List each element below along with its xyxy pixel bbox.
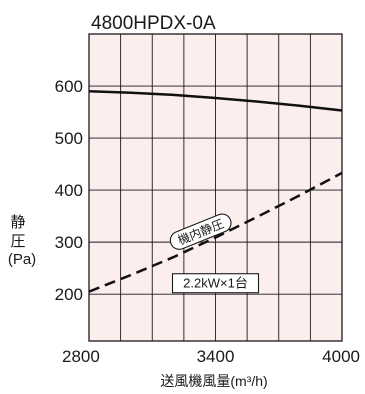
- chart-title: 4800HPDX-0A: [91, 13, 216, 34]
- tick-labels: 200 300 400 500 600 2800 3400 4000: [55, 77, 360, 366]
- static-pressure-dashed-line: [88, 171, 343, 293]
- y-tick-label: 200: [55, 285, 83, 304]
- x-axis-label: 送風機風量(m³/h): [160, 373, 267, 389]
- x-tick-label: 4000: [322, 347, 360, 366]
- y-tick-label: 500: [55, 129, 83, 148]
- y-axis-label-line: 圧: [10, 233, 25, 250]
- x-tick-label: 2800: [62, 347, 100, 366]
- plot-frame: [88, 33, 343, 342]
- y-tick-label: 600: [55, 77, 83, 96]
- annotation-label: 2.2kW×1台: [183, 276, 248, 291]
- y-tick-label: 300: [55, 233, 83, 252]
- y-axis-label-line: 静: [10, 214, 25, 231]
- y-axis-label-line: (Pa): [8, 251, 36, 268]
- x-tick-label: 3400: [197, 347, 235, 366]
- series-layer: [88, 89, 343, 293]
- annotation-box: [171, 273, 260, 294]
- y-axis-label: 静圧(Pa): [8, 214, 36, 268]
- y-tick-label: 400: [55, 181, 83, 200]
- fan-curve-solid-line: [88, 89, 343, 112]
- annotation-box: [169, 213, 232, 250]
- annotation-motor: 2.2kW×1台: [171, 273, 260, 294]
